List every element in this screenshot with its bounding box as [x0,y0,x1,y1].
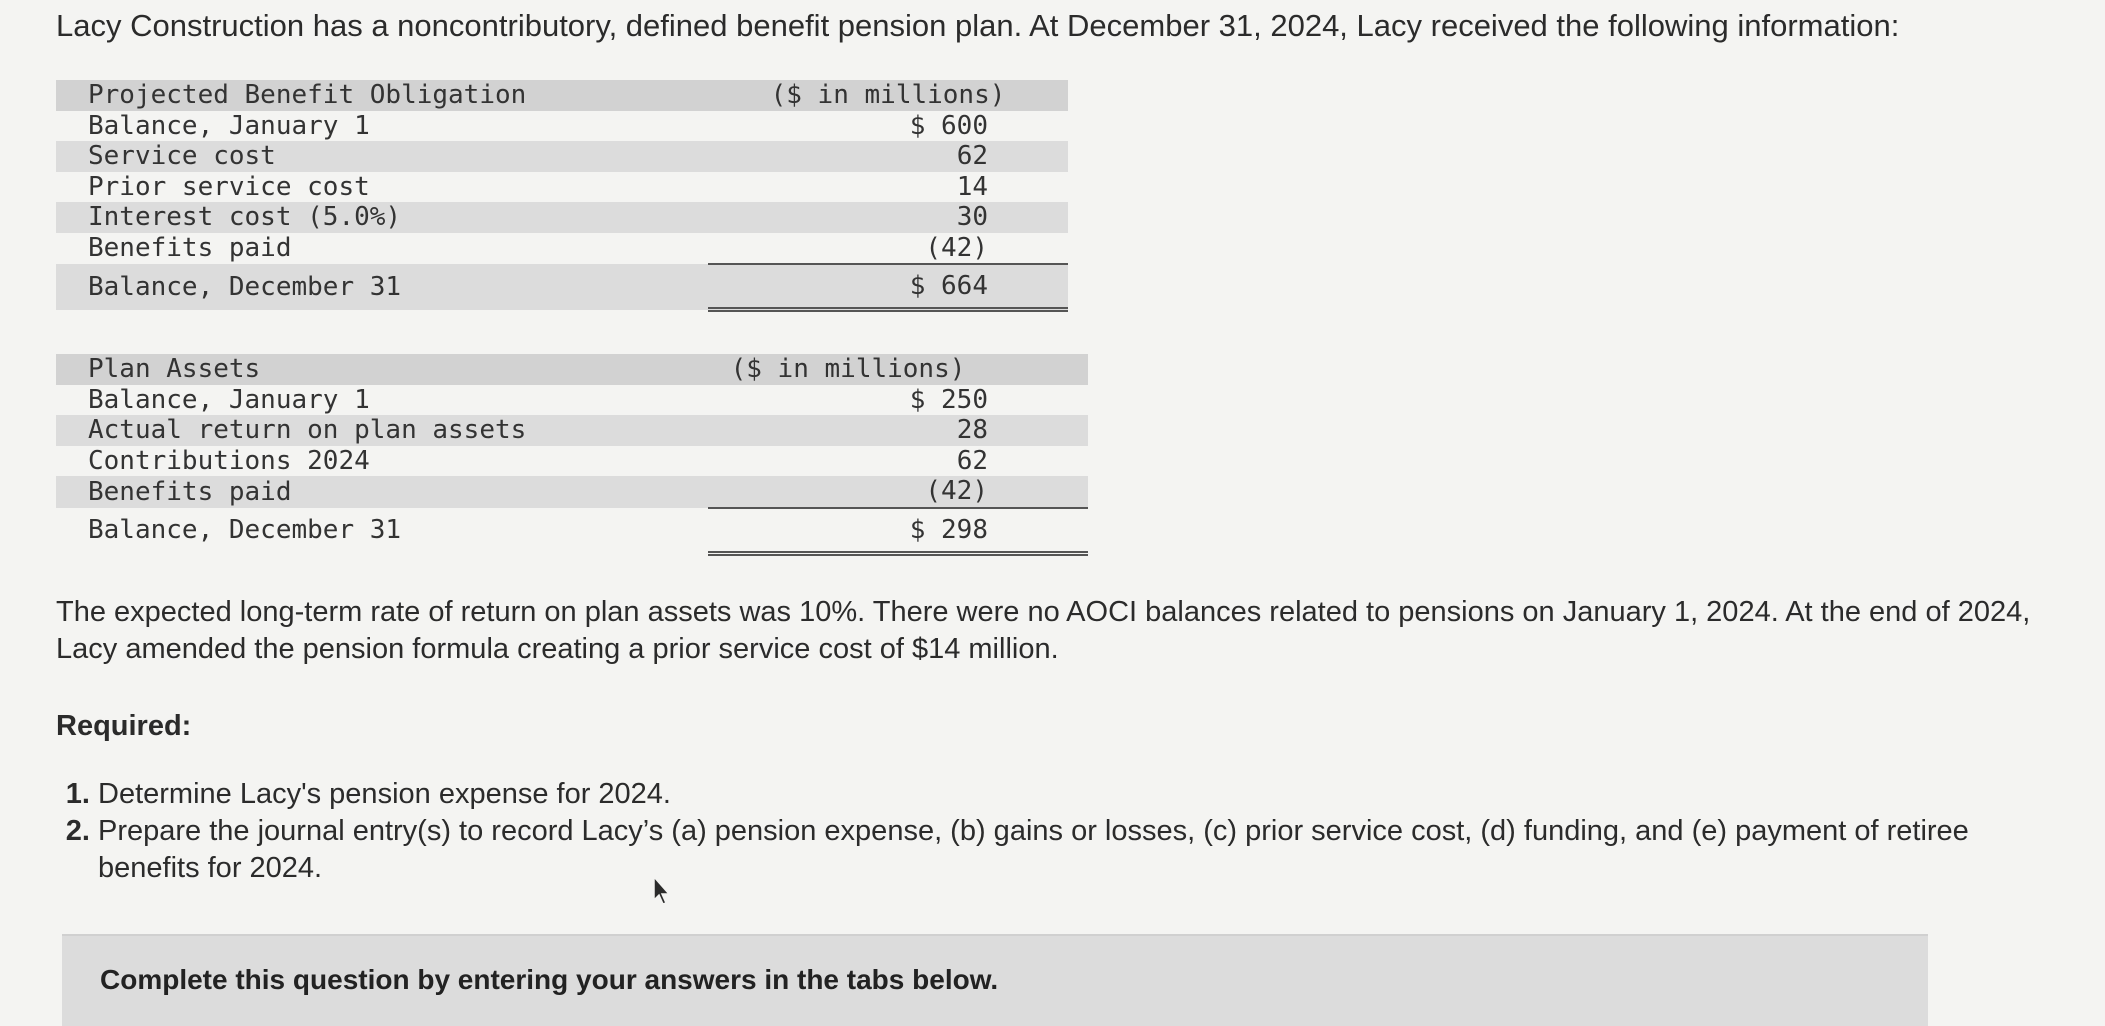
pbo-header-unit: ($ in millions) [708,80,1068,111]
pbo-header-label: Projected Benefit Obligation [56,80,708,111]
row-value: 30 [708,202,1068,233]
row-label: Interest cost (5.0%) [56,202,708,233]
plan-assets-header-unit: ($ in millions) [708,354,1088,385]
complete-instruction: Complete this question by entering your … [100,964,999,995]
plan-assets-table: Plan Assets ($ in millions) Balance, Jan… [56,354,1088,556]
row-label: Service cost [56,141,708,172]
row-value: (42) [708,232,1068,265]
problem-intro: Lacy Construction has a noncontributory,… [56,8,1900,43]
row-value: (42) [708,476,1088,509]
row-label: Balance, January 1 [88,384,370,415]
row-label: Benefits paid [88,233,292,264]
row-label: Balance, January 1 [88,110,370,141]
row-value: $ 664 [708,264,1068,312]
table-row: Benefits paid (42) [56,476,1088,509]
table-row: Contributions 2024 62 [56,446,1088,477]
row-value: 28 [708,415,1088,446]
table-row: Actual return on plan assets 28 [56,415,1088,446]
table-row: Prior service cost 14 [56,172,1068,203]
row-value: $ 298 [708,507,1088,556]
mouse-pointer-icon [653,876,671,905]
row-label: Benefits paid [56,476,708,508]
row-label: Prior service cost [88,171,370,202]
table-row: Service cost 62 [56,141,1068,172]
row-label: Balance, December 31 [56,264,708,310]
table-row: Balance, January 1 $ 250 [56,385,1088,416]
plan-assets-header-row: Plan Assets ($ in millions) [56,354,1088,385]
plan-assets-header-label: Plan Assets [56,354,708,385]
table-row: Benefits paid (42) [56,232,1068,265]
pbo-table: Projected Benefit Obligation ($ in milli… [56,80,1068,312]
row-label: Actual return on plan assets [56,415,708,446]
table-row: Interest cost (5.0%) 30 [56,202,1068,233]
row-value: 14 [956,171,988,202]
table-total-row: Balance, December 31 $ 298 [56,507,1088,556]
row-label: Balance, December 31 [88,515,402,546]
row-value: $ 250 [909,384,988,415]
answer-tabs-panel: Complete this question by entering your … [62,934,1928,1026]
row-value: $ 600 [909,110,988,141]
requirements-list: Determine Lacy's pension expense for 202… [56,776,1998,887]
row-value: 62 [708,141,1068,172]
problem-paragraph: The expected long-term rate of return on… [56,596,2031,665]
requirement-item: Determine Lacy's pension expense for 202… [98,776,1998,813]
row-label: Contributions 2024 [88,445,370,476]
required-heading: Required: [56,710,192,742]
table-row: Balance, January 1 $ 600 [56,111,1068,142]
table-total-row: Balance, December 31 $ 664 [56,264,1068,312]
pbo-header-row: Projected Benefit Obligation ($ in milli… [56,80,1068,111]
requirement-item: Prepare the journal entry(s) to record L… [98,813,1998,887]
row-value: 62 [956,445,988,476]
